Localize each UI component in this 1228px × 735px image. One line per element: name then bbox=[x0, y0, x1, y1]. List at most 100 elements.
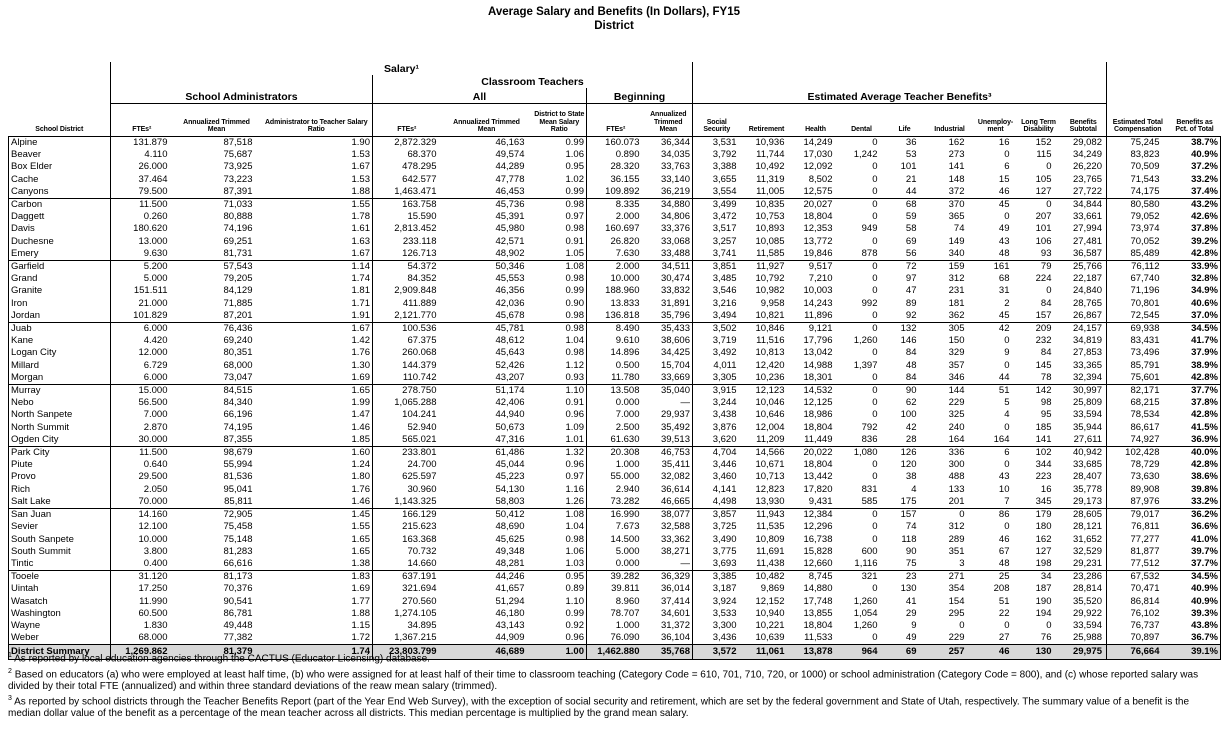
value-cell: 36,329 bbox=[644, 570, 693, 584]
value-cell: 45,625 bbox=[495, 533, 525, 545]
value-cell: 949 bbox=[861, 223, 878, 235]
value-cell: 43,207 bbox=[495, 371, 525, 383]
value-cell: 83,431 bbox=[1106, 335, 1169, 348]
footnote-text: As reported by local education agencies … bbox=[14, 653, 430, 665]
value-cell: 39.811 bbox=[586, 583, 645, 596]
value-cell: 38,606 bbox=[660, 335, 690, 347]
value-cell: 52.940 bbox=[372, 421, 441, 434]
value-cell: 13,042 bbox=[803, 347, 833, 359]
value-cell: 18,804 bbox=[803, 619, 833, 631]
value-cell: 115 bbox=[1036, 149, 1052, 161]
header-spacer bbox=[692, 75, 1107, 88]
district-name-cell: Nebo bbox=[8, 397, 111, 410]
value-cell: 175 bbox=[900, 495, 917, 507]
value-cell: 836 bbox=[861, 433, 878, 445]
value-cell: 209 bbox=[1016, 322, 1061, 336]
value-cell: 1.74 bbox=[260, 644, 373, 660]
value-cell: 90 bbox=[884, 384, 925, 398]
value-cell: 46,689 bbox=[440, 644, 533, 660]
value-cell: 72 bbox=[884, 260, 925, 274]
value-cell: 32,394 bbox=[1072, 371, 1102, 383]
value-cell: 45 bbox=[974, 198, 1017, 212]
table-row: Murray 15.000 84,515 1.65 278.750 51,174 1.10 1… bbox=[8, 384, 1221, 398]
value-cell: 45,643 bbox=[495, 347, 525, 359]
value-cell: 26,867 bbox=[1072, 309, 1102, 321]
value-cell: 14,243 bbox=[803, 297, 833, 309]
value-cell: 1.10 bbox=[565, 595, 585, 607]
value-cell: 77,512 bbox=[1106, 557, 1169, 571]
value-cell: 110.742 bbox=[372, 371, 441, 385]
value-cell: 1.63 bbox=[351, 235, 371, 247]
value-cell: 0 bbox=[872, 285, 878, 297]
value-cell: 71,196 bbox=[1106, 285, 1169, 298]
district-name-cell: San Juan bbox=[8, 508, 111, 522]
value-cell: 21 bbox=[905, 173, 917, 185]
value-cell: 11.500 bbox=[110, 198, 173, 212]
value-cell: 11,061 bbox=[740, 644, 793, 660]
value-cell: 1.10 bbox=[532, 384, 587, 398]
header-spacer bbox=[1106, 88, 1221, 104]
value-cell: 33.2% bbox=[1168, 173, 1221, 186]
value-cell: 130 bbox=[900, 583, 917, 595]
group-all-teachers: All bbox=[372, 88, 587, 104]
value-cell: 2.000 bbox=[586, 260, 645, 274]
value-cell: 73,925 bbox=[223, 161, 253, 173]
value-cell: 84,340 bbox=[223, 397, 253, 409]
value-cell: 3,438 bbox=[692, 409, 741, 422]
value-cell: 5.000 bbox=[110, 273, 173, 286]
value-cell: 6.000 bbox=[110, 322, 173, 336]
value-cell: 46 bbox=[998, 185, 1010, 197]
value-cell: 42 bbox=[905, 421, 917, 433]
value-cell: 127 bbox=[1035, 185, 1052, 197]
district-name-cell: North Sanpete bbox=[8, 409, 111, 422]
column-header-state-ratio: District to State Mean Salary Ratio bbox=[532, 103, 587, 137]
value-cell: 11,927 bbox=[740, 260, 793, 274]
value-cell: 964 bbox=[838, 644, 885, 660]
value-cell: 48 bbox=[998, 557, 1010, 569]
value-cell: 0 bbox=[872, 137, 878, 148]
value-cell: 42,406 bbox=[495, 397, 525, 409]
value-cell: 3,388 bbox=[692, 161, 741, 174]
value-cell: 162 bbox=[948, 137, 965, 148]
value-cell: 18,804 bbox=[803, 211, 833, 223]
value-cell: 289 bbox=[948, 533, 965, 545]
table-row: Tintic 0.400 66,616 1.38 14.660 48,281 1.03 0.0… bbox=[8, 557, 1221, 571]
table-row: Logan City 12.000 80,351 1.76 260.068 45,643 0… bbox=[8, 347, 1221, 360]
value-cell: 44 bbox=[905, 185, 917, 197]
value-cell: 16 bbox=[998, 137, 1010, 148]
column-header-benefits-pct: Benefits as Pct. of Total bbox=[1168, 103, 1221, 137]
value-cell: 0.92 bbox=[565, 619, 585, 631]
value-cell: 336 bbox=[924, 446, 975, 460]
value-cell: 33,488 bbox=[660, 247, 690, 259]
value-cell: 42.8% bbox=[1168, 247, 1221, 261]
value-cell: 29,173 bbox=[1072, 495, 1102, 507]
footnote-marker: 3 bbox=[8, 695, 12, 703]
value-cell: 10,482 bbox=[740, 570, 793, 584]
salary-group-header: Salary¹ bbox=[110, 62, 693, 75]
value-cell: 4,498 bbox=[692, 495, 741, 509]
value-cell: 3,436 bbox=[692, 632, 741, 645]
district-name-cell: Davis bbox=[8, 223, 111, 236]
district-name-cell: Washington bbox=[8, 607, 111, 620]
value-cell: 4,704 bbox=[692, 446, 741, 460]
value-cell: 215.623 bbox=[372, 521, 441, 534]
value-cell: 4,141 bbox=[692, 483, 741, 496]
value-cell: 42.6% bbox=[1168, 211, 1221, 224]
value-cell: 163.758 bbox=[372, 198, 441, 212]
value-cell: 0.97 bbox=[565, 471, 585, 483]
value-cell: 17,820 bbox=[803, 483, 833, 495]
value-cell: 7.000 bbox=[110, 409, 173, 422]
value-cell: 1.71 bbox=[351, 297, 371, 309]
value-cell: 73,630 bbox=[1106, 471, 1169, 484]
value-cell: 10,936 bbox=[755, 137, 785, 148]
table-row: Ogden City 30.000 87,355 1.85 565.021 47,316 1… bbox=[8, 433, 1221, 447]
group-school-administrators: School Administrators bbox=[110, 88, 373, 104]
table-header: Salary¹ Classroom Teachers School Admini… bbox=[8, 62, 1221, 137]
district-name-cell: Carbon bbox=[8, 198, 111, 212]
value-cell: 0 bbox=[872, 161, 878, 173]
value-cell: 6.000 bbox=[110, 371, 173, 385]
value-cell: 37.4% bbox=[1168, 185, 1221, 199]
value-cell: 76,664 bbox=[1106, 644, 1169, 660]
value-cell: 50,346 bbox=[440, 260, 533, 274]
value-cell: 18,301 bbox=[803, 371, 833, 383]
